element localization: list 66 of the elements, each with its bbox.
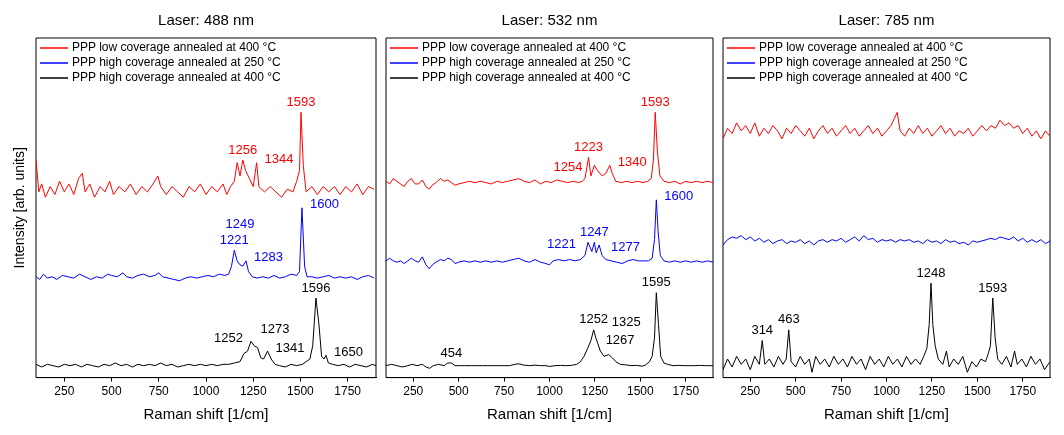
annotation: 1256: [228, 141, 258, 157]
x-axis-title: Raman shift [1/cm]: [143, 405, 269, 423]
legend-label: PPP low coverage annealed at 400 °C: [422, 40, 627, 55]
chart-title: Laser: 785 nm: [838, 11, 935, 29]
x-axis-title: Raman shift [1/cm]: [486, 405, 613, 423]
annotation: 1596: [301, 279, 331, 295]
annotation: 1267: [605, 331, 635, 347]
x-tick-label: 750: [831, 384, 852, 399]
annotation: 1283: [254, 249, 283, 265]
legend-label: PPP low coverage annealed at 400 °C: [72, 40, 277, 55]
x-tick-label: 1250: [918, 384, 946, 399]
x-tick-label: 1750: [672, 384, 700, 399]
x-tick-label: 750: [494, 384, 515, 399]
x-tick-label: 1750: [334, 384, 362, 399]
legend-label: PPP high coverage annealed at 400 °C: [72, 70, 282, 85]
x-tick-label: 1000: [192, 384, 220, 399]
chart-title: Laser: 488 nm: [158, 11, 254, 29]
legend-label: PPP low coverage annealed at 400 °C: [759, 40, 964, 55]
annotation: 1340: [617, 153, 647, 169]
x-tick-label: 1000: [536, 384, 564, 399]
legend-label: PPP high coverage annealed at 400 °C: [759, 70, 969, 85]
x-tick-label: 1500: [963, 384, 991, 399]
x-tick-label: 1500: [287, 384, 315, 399]
x-tick-label: 750: [148, 384, 170, 399]
chart-title: Laser: 532 nm: [501, 11, 598, 29]
annotation: 1650: [333, 343, 363, 359]
annotation: 1593: [640, 93, 670, 109]
annotation: 1252: [579, 311, 609, 327]
x-tick-label: 500: [101, 384, 122, 399]
x-tick-label: 1500: [626, 384, 654, 399]
x-tick-label: 250: [403, 384, 424, 399]
annotation: 1600: [664, 188, 694, 204]
legend-label: PPP high coverage annealed at 250 °C: [72, 55, 282, 70]
legend-label: PPP high coverage annealed at 250 °C: [422, 55, 632, 70]
annotation: 454: [440, 344, 463, 360]
annotation: 1248: [916, 264, 946, 280]
y-axis-title: Intensity [arb. units]: [10, 147, 27, 269]
annotation: 1221: [219, 231, 249, 247]
annotation: 1221: [547, 235, 577, 251]
annotation: 1600: [309, 196, 339, 212]
x-tick-label: 1250: [581, 384, 609, 399]
x-tick-label: 250: [54, 384, 75, 399]
annotation: 1341: [275, 339, 305, 355]
annotation: 1249: [225, 216, 255, 232]
legend-label: PPP high coverage annealed at 400 °C: [422, 70, 632, 85]
annotation: 1247: [579, 223, 609, 239]
annotation: 1277: [611, 238, 641, 254]
annotation: 1273: [260, 321, 290, 337]
annotation: 1325: [611, 314, 641, 330]
annotation: 1595: [641, 274, 671, 290]
annotation: 1344: [264, 151, 294, 167]
x-tick-label: 500: [785, 384, 806, 399]
x-tick-label: 1000: [873, 384, 901, 399]
x-tick-label: 250: [740, 384, 761, 399]
x-tick-label: 1250: [239, 384, 267, 399]
annotation: 1254: [553, 158, 583, 174]
annotation: 1252: [214, 329, 243, 345]
legend-label: PPP high coverage annealed at 250 °C: [759, 55, 969, 70]
x-tick-label: 1750: [1009, 384, 1037, 399]
x-axis-title: Raman shift [1/cm]: [823, 405, 950, 423]
annotation: 1223: [574, 138, 604, 154]
annotation: 463: [777, 311, 800, 327]
annotation: 1593: [978, 279, 1008, 295]
annotation: 314: [751, 322, 774, 338]
x-tick-label: 500: [448, 384, 469, 399]
annotation: 1593: [286, 93, 316, 109]
